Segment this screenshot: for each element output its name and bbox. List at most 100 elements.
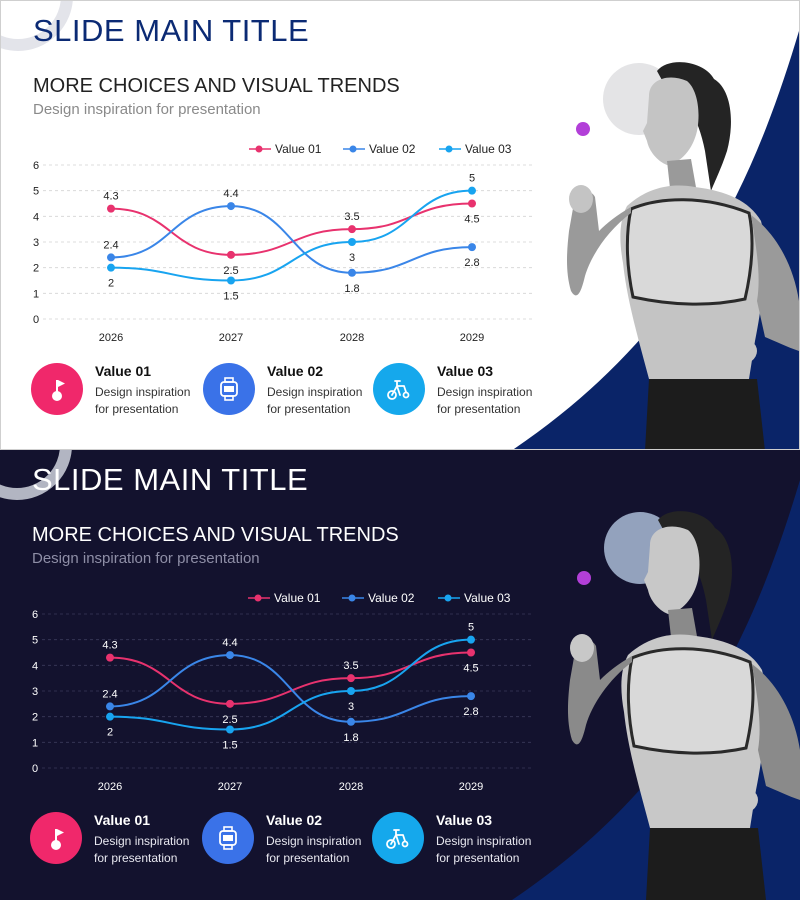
feature-description: Design inspiration for presentation: [266, 833, 386, 867]
legend-label: Value 03: [465, 142, 512, 156]
feature-description: Design inspiration for presentation: [95, 384, 215, 418]
feature-list: Value 01 Design inspiration for presentati…: [30, 812, 550, 872]
x-tick-label: 2028: [339, 781, 363, 793]
series-line-2: [110, 205, 473, 274]
line-chart: Value 01 Value 02 Value 03 0 1 2 3 4 5 6 2026 2027 2…: [32, 591, 532, 793]
feature-item-3: Value 03 Design inspiration for presentati…: [372, 812, 542, 868]
feature-description: Design inspiration for presentation: [436, 833, 556, 867]
feature-description-line: for presentation: [266, 851, 350, 865]
smartwatch-icon: [203, 363, 255, 415]
legend-item-3: Value 03: [439, 142, 512, 156]
data-label: 2: [107, 727, 113, 739]
data-point: [226, 699, 234, 708]
legend-label: Value 03: [464, 591, 511, 605]
x-tick-label: 2029: [460, 332, 484, 344]
data-point: [226, 725, 234, 734]
data-label: 4.3: [102, 640, 117, 652]
decorative-dot: [577, 571, 591, 585]
feature-title: Value 03: [436, 812, 493, 828]
data-label: 3.5: [343, 660, 358, 672]
feature-item-2: Value 02 Design inspiration for presentati…: [203, 363, 373, 419]
y-tick-label: 1: [33, 288, 39, 300]
legend-item-1: Value 01: [249, 142, 322, 156]
section-tagline: Design inspiration for presentation: [33, 101, 261, 118]
x-tick-label: 2026: [99, 332, 123, 344]
y-tick-label: 3: [33, 237, 39, 249]
data-point: [107, 204, 115, 213]
data-label: 4.5: [463, 663, 478, 675]
data-label: 1.5: [223, 291, 238, 303]
data-point: [227, 202, 235, 211]
data-label: 1.5: [222, 740, 237, 752]
x-tick-label: 2027: [218, 781, 242, 793]
data-point: [467, 635, 475, 644]
series-line-3: [109, 638, 472, 731]
feature-description-line: for presentation: [95, 402, 179, 416]
data-point: [227, 250, 235, 259]
feature-description-line: Design inspiration: [437, 385, 533, 399]
feature-description: Design inspiration for presentation: [267, 384, 387, 418]
feature-description-line: Design inspiration: [94, 834, 190, 848]
x-tick-label: 2027: [219, 332, 243, 344]
feature-description-line: Design inspiration: [436, 834, 532, 848]
data-label: 4.5: [464, 214, 479, 226]
feature-title: Value 01: [95, 363, 152, 379]
data-label: 2.5: [223, 265, 238, 277]
feature-description-line: Design inspiration: [267, 385, 363, 399]
exercise-bike-icon: [372, 812, 424, 864]
y-tick-label: 5: [32, 635, 38, 647]
legend-label: Value 01: [275, 142, 322, 156]
legend-label: Value 02: [368, 591, 415, 605]
data-label: 5: [469, 173, 475, 185]
data-label: 2: [108, 278, 114, 290]
data-label: 2.8: [463, 706, 478, 718]
data-label: 1.8: [343, 732, 358, 744]
section-heading: MORE CHOICES AND VISUAL TRENDS: [33, 75, 400, 97]
data-point: [348, 268, 356, 277]
slide-dark: SLIDE MAIN TITLE MORE CHOICES AND VISUAL…: [0, 450, 800, 900]
data-point: [107, 263, 115, 272]
data-point: [348, 238, 356, 246]
series-line-3: [110, 189, 473, 282]
feature-list: Value 01 Design inspiration for presentati…: [31, 363, 551, 423]
decorative-dot: [576, 122, 590, 136]
data-label: 1.8: [344, 283, 359, 295]
feature-description: Design inspiration for presentation: [94, 833, 214, 867]
data-point: [226, 651, 234, 660]
legend-item-1: Value 01: [248, 591, 321, 605]
line-chart: Value 01 Value 02 Value 03 0 1 2 3 4 5 6 2026 2027 2…: [33, 142, 533, 344]
feature-item-1: Value 01 Design inspiration for presentati…: [30, 812, 200, 868]
y-tick-label: 6: [33, 160, 39, 172]
data-label: 2.8: [464, 257, 479, 269]
x-tick-label: 2029: [459, 781, 483, 793]
slide-main-title: SLIDE MAIN TITLE: [32, 462, 309, 497]
y-tick-label: 4: [32, 660, 38, 672]
data-label: 3: [349, 252, 355, 264]
data-label: 2.4: [102, 688, 117, 700]
data-point: [348, 225, 356, 234]
data-label: 4.4: [222, 637, 237, 649]
legend-item-2: Value 02: [343, 142, 416, 156]
data-label: 3.5: [344, 211, 359, 223]
golf-flag-icon: [31, 363, 83, 415]
feature-title: Value 02: [267, 363, 324, 379]
feature-description-line: for presentation: [437, 402, 521, 416]
feature-description-line: Design inspiration: [266, 834, 362, 848]
data-point: [106, 653, 114, 662]
exercise-bike-icon: [373, 363, 425, 415]
legend-item-3: Value 03: [438, 591, 511, 605]
slide-main-title: SLIDE MAIN TITLE: [33, 13, 310, 48]
data-label: 4.4: [223, 188, 238, 200]
data-point: [468, 243, 476, 252]
feature-item-1: Value 01 Design inspiration for presentati…: [31, 363, 201, 419]
section-tagline: Design inspiration for presentation: [32, 550, 260, 567]
y-tick-label: 0: [32, 763, 38, 775]
athlete-photo-panel: [513, 31, 799, 449]
section-heading: MORE CHOICES AND VISUAL TRENDS: [32, 524, 399, 546]
data-point: [468, 199, 476, 208]
golf-flag-icon: [30, 812, 82, 864]
feature-item-2: Value 02 Design inspiration for presentati…: [202, 812, 372, 868]
feature-description-line: for presentation: [267, 402, 351, 416]
data-point: [467, 648, 475, 657]
legend-label: Value 02: [369, 142, 416, 156]
